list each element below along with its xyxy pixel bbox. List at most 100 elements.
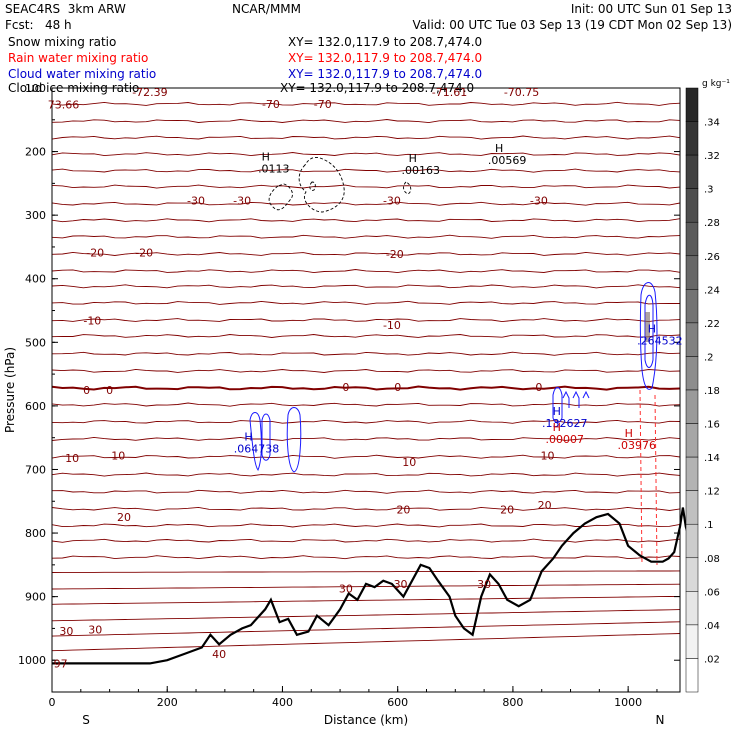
maxima-labels: H.0113H.00163H.00569H.264532H.064738H.13… bbox=[234, 142, 683, 456]
maximum-value-label: .03976 bbox=[618, 439, 657, 452]
y-tick-label: 700 bbox=[25, 463, 46, 476]
colorbar-tick-label: .14 bbox=[704, 453, 720, 464]
isotherm-line bbox=[51, 570, 681, 573]
x-tick-label: 200 bbox=[157, 696, 178, 709]
colorbar-tick-label: .34 bbox=[704, 118, 720, 129]
isotherm-label: 10 bbox=[65, 452, 79, 465]
isotherm-line bbox=[51, 555, 681, 560]
isotherm-label: 30 bbox=[394, 578, 408, 591]
colorbar-unit: g kg⁻¹ bbox=[702, 79, 730, 89]
isotherm-line bbox=[51, 351, 681, 356]
init-time: Init: 00 UTC Sun 01 Sep 13 bbox=[570, 2, 732, 16]
isotherm-label: -70 bbox=[262, 98, 280, 111]
isotherm-label: 0 bbox=[535, 381, 542, 394]
field-cloudwater-xy: XY= 132.0,117.9 to 208.7,474.0 bbox=[288, 67, 483, 81]
isotherm-line bbox=[51, 633, 681, 652]
south-endpoint-label: S bbox=[82, 713, 90, 727]
colorbar-tick-label: .26 bbox=[704, 252, 720, 263]
y-axis-title: Pressure (hPa) bbox=[3, 347, 17, 433]
isotherm-label: -30 bbox=[383, 195, 401, 208]
colorbar-segment bbox=[685, 188, 699, 223]
isotherm-label: 0 bbox=[106, 384, 113, 397]
isotherm-label: -70 bbox=[314, 98, 332, 111]
isotherm-label: 73.66 bbox=[48, 99, 80, 112]
isotherm-label: -30 bbox=[233, 195, 251, 208]
isotherm-label: -10 bbox=[83, 315, 101, 328]
maximum-value-label: .0113 bbox=[258, 163, 290, 176]
isotherm-line bbox=[51, 119, 681, 124]
colorbar-tick-label: .06 bbox=[704, 587, 720, 598]
isotherm-line bbox=[51, 101, 681, 106]
isotherm-line bbox=[51, 201, 681, 206]
isotherm-label: 30 bbox=[339, 582, 353, 595]
colorbar-tick-label: .02 bbox=[704, 654, 720, 665]
colorbar-tick-label: .28 bbox=[704, 218, 720, 229]
colorbar: .34 .32 .3 .28 .26 .24 .22 .2 .18 .16 .14 .12 .1 .08.… bbox=[685, 79, 730, 693]
colorbar-segment bbox=[685, 557, 699, 592]
model-title: SEAC4RS 3km ARW bbox=[5, 2, 126, 16]
isotherm-line bbox=[51, 318, 681, 323]
isotherm-line bbox=[51, 334, 681, 338]
colorbar-segment bbox=[685, 87, 699, 122]
y-tick-label: 1000 bbox=[18, 654, 46, 667]
rain-shading bbox=[645, 312, 650, 342]
colorbar-segment bbox=[685, 523, 699, 559]
plot-frame bbox=[51, 87, 681, 693]
y-tick-label: 900 bbox=[25, 591, 46, 604]
cloud-water-contours bbox=[249, 282, 658, 473]
isotherm-label: 30 bbox=[88, 624, 102, 637]
maximum-value-label: .264532 bbox=[637, 334, 683, 347]
colorbar-tick-label: .16 bbox=[704, 420, 720, 431]
colorbar-tick-label: .3 bbox=[704, 185, 714, 196]
isotherm-line bbox=[51, 472, 681, 477]
colorbar-segment bbox=[685, 423, 699, 458]
isotherm-line bbox=[51, 284, 681, 289]
isotherm-line bbox=[51, 454, 681, 459]
distance-axis: 0 200 400 600 800 1000 bbox=[49, 686, 658, 709]
snow-contour-1 bbox=[268, 183, 293, 211]
colorbar-tick-label: .24 bbox=[704, 285, 720, 296]
colorbar-tick-label: .22 bbox=[704, 319, 720, 330]
north-endpoint-label: N bbox=[656, 713, 665, 727]
isotherm-label: 20 bbox=[538, 499, 552, 512]
isotherm-line bbox=[51, 135, 681, 140]
maximum-h-mark: H bbox=[553, 421, 561, 434]
isotherm-label: -20 bbox=[86, 247, 104, 260]
isotherm-label: 10 bbox=[540, 449, 554, 462]
maximum-value-label: .00163 bbox=[401, 164, 440, 177]
isotherm-label: 20 bbox=[396, 504, 410, 517]
isotherm-label: -70.75 bbox=[504, 86, 539, 99]
colorbar-tick-label: .12 bbox=[704, 487, 720, 498]
y-tick-label: 400 bbox=[25, 273, 46, 286]
isotherm-line bbox=[51, 385, 681, 391]
colorbar-segment bbox=[685, 289, 699, 324]
field-snow-xy: XY= 132.0,117.9 to 208.7,474.0 bbox=[288, 35, 483, 49]
colorbar-segment bbox=[685, 356, 699, 391]
maximum-value-label: .00007 bbox=[546, 433, 585, 446]
rain-water-contours bbox=[639, 389, 658, 566]
isotherm-line bbox=[51, 419, 681, 424]
isotherm-line bbox=[51, 402, 681, 407]
isotherm-line bbox=[51, 269, 681, 274]
isotherm-line bbox=[51, 234, 681, 239]
isotherm-line bbox=[51, 218, 681, 223]
y-tick-label: 500 bbox=[25, 336, 46, 349]
isotherm-label: 30 bbox=[477, 578, 491, 591]
temperature-contour-lines bbox=[51, 101, 681, 652]
colorbar-segment bbox=[685, 658, 699, 693]
colorbar-tick-label: .08 bbox=[704, 554, 720, 565]
isotherm-label: -30 bbox=[187, 195, 205, 208]
maximum-value-label: .00569 bbox=[488, 154, 527, 167]
colorbar-tick-label: .32 bbox=[704, 151, 720, 162]
x-tick-label: 1000 bbox=[614, 696, 642, 709]
field-rain-xy: XY= 132.0,117.9 to 208.7,474.0 bbox=[288, 51, 483, 65]
colorbar-segment bbox=[685, 255, 699, 290]
isotherm-line bbox=[51, 506, 681, 511]
isotherm-label: 20 bbox=[117, 511, 131, 524]
isotherm-line bbox=[51, 152, 681, 157]
isotherm-label: -20 bbox=[135, 247, 153, 260]
y-tick-label: 600 bbox=[25, 400, 46, 413]
maximum-h-mark: H bbox=[244, 430, 252, 443]
